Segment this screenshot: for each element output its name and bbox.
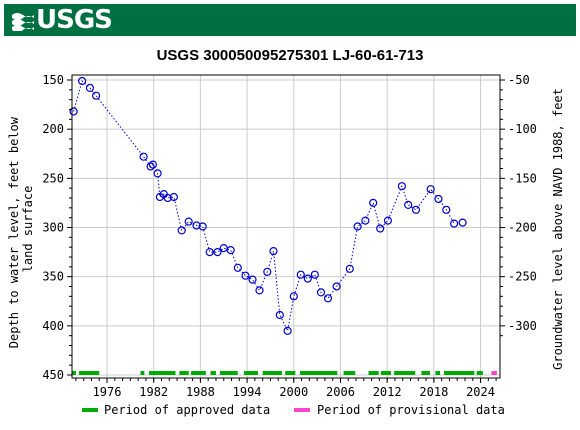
- data-point: [146, 162, 155, 171]
- data-point: [283, 326, 292, 335]
- data-point: [269, 247, 278, 256]
- data-point: [77, 76, 87, 86]
- y-right-tick-label: -50: [508, 73, 530, 87]
- data-point: [450, 219, 459, 228]
- data-point: [369, 198, 378, 207]
- y-left-tick-label: 250: [42, 171, 64, 185]
- y-left-tick-label: 350: [42, 270, 64, 284]
- usgs-banner: USGS: [4, 4, 576, 36]
- data-point: [310, 270, 319, 279]
- y-left-tick-label: 450: [42, 368, 64, 382]
- x-tick-label: 1994: [233, 385, 262, 399]
- data-point: [85, 83, 95, 93]
- legend-approved-label: Period of approved data: [104, 403, 270, 417]
- y-axis-left-label: Depth to water level, feet below land su…: [7, 110, 35, 348]
- y-axis-right: -50 -100 -150 -200 -250 -300: [500, 73, 537, 337]
- data-point: [241, 271, 250, 280]
- data-point: [205, 248, 214, 257]
- data-point: [163, 193, 172, 203]
- data-point: [442, 205, 451, 214]
- x-tick-label: 1988: [186, 385, 215, 399]
- usgs-logo-icon: [12, 13, 34, 31]
- data-point: [289, 292, 298, 301]
- x-tick-label: 2012: [373, 385, 402, 399]
- x-tick-label: 2018: [419, 385, 448, 399]
- data-point: [198, 222, 207, 231]
- data-point: [361, 216, 370, 225]
- data-point: [148, 160, 157, 169]
- chart-title: USGS 300050095275301 LJ-60-61-713: [157, 47, 424, 64]
- y-right-tick-label: -250: [508, 270, 537, 284]
- y-axis-left-label-line2: land surface: [21, 186, 35, 273]
- data-point: [397, 182, 406, 191]
- y-right-tick-label: -300: [508, 319, 537, 333]
- data-point: [139, 152, 148, 161]
- data-point: [383, 216, 392, 225]
- y-right-tick-label: -150: [508, 171, 537, 185]
- data-point: [219, 244, 228, 253]
- x-tick-label: 2006: [326, 385, 355, 399]
- data-point: [411, 205, 421, 214]
- data-point: [184, 217, 193, 226]
- x-tick-label: 2024: [466, 385, 495, 399]
- series-connector-line: [73, 80, 455, 333]
- y-axis-right-label: Groundwater level above NAVD 1988, feet: [551, 88, 565, 370]
- data-series: [69, 76, 497, 375]
- x-tick-label: 1982: [139, 385, 168, 399]
- data-point: [404, 200, 413, 209]
- x-tick-label: 1976: [93, 385, 122, 399]
- data-point: [303, 274, 312, 283]
- y-left-tick-label: 150: [42, 73, 64, 87]
- x-axis: 1976 1982 1988 1994 2000 2006 2012 2018 2024: [75, 378, 497, 399]
- data-point: [353, 222, 362, 231]
- data-point: [316, 288, 326, 297]
- data-point: [255, 286, 264, 295]
- data-point: [426, 185, 435, 194]
- data-point: [213, 248, 222, 257]
- data-point: [192, 221, 201, 230]
- usgs-logo-text: USGS: [36, 5, 113, 35]
- y-axis-left: 150 200 250 300 350 400 450: [42, 73, 72, 382]
- data-point: [434, 194, 443, 204]
- y-left-tick-label: 300: [42, 221, 64, 235]
- y-right-tick-label: -100: [508, 122, 537, 136]
- data-point: [226, 246, 235, 255]
- x-tick-label: 2000: [279, 385, 308, 399]
- y-axis-left-label-line1: Depth to water level, feet below: [7, 116, 21, 348]
- grid-lines: [72, 75, 500, 378]
- data-point: [275, 310, 284, 320]
- data-point: [177, 226, 186, 235]
- data-point: [248, 275, 257, 284]
- data-point: [332, 282, 341, 291]
- data-point: [233, 263, 242, 272]
- data-point: [323, 294, 333, 303]
- data-point: [296, 270, 305, 279]
- legend-provisional-label: Period of provisional data: [317, 403, 505, 417]
- data-point: [69, 107, 78, 116]
- data-point: [458, 218, 467, 227]
- legend: Period of approved data Period of provis…: [82, 403, 505, 417]
- data-point: [153, 169, 162, 178]
- data-point: [91, 91, 101, 100]
- data-point: [263, 267, 272, 276]
- data-point: [376, 224, 385, 233]
- data-point: [169, 192, 178, 202]
- y-right-tick-label: -200: [508, 221, 537, 235]
- y-left-tick-label: 400: [42, 319, 64, 333]
- data-point: [345, 264, 354, 273]
- plot-frame: [71, 74, 501, 379]
- y-left-tick-label: 200: [42, 122, 64, 136]
